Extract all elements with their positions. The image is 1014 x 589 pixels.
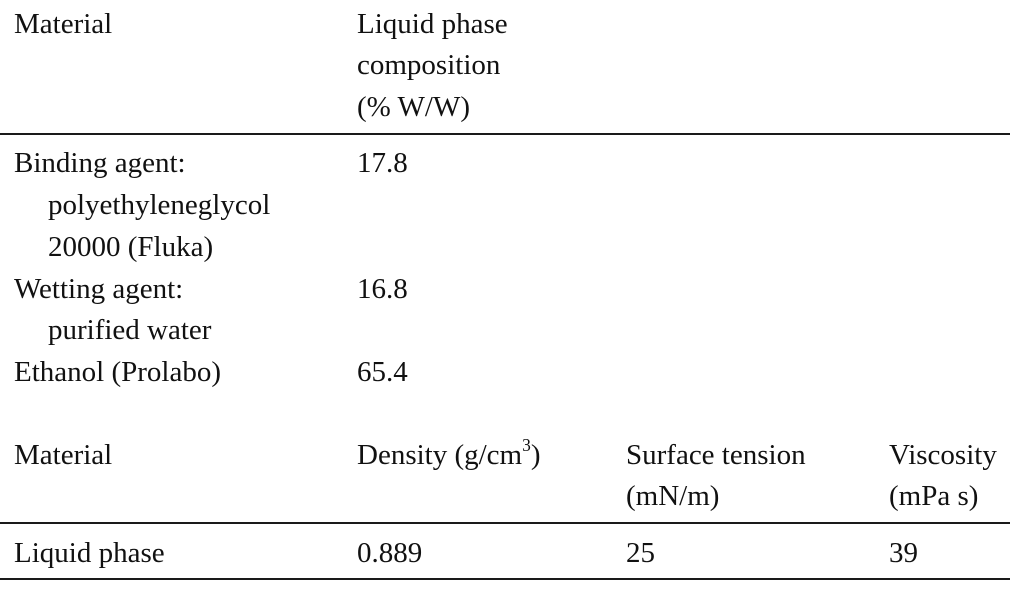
header-composition-line3: (% W/W)	[357, 91, 470, 123]
header-material: Material	[14, 439, 113, 471]
row-material-line3: 20000 (Fluka)	[48, 231, 214, 263]
row-material: Liquid phase	[14, 537, 165, 569]
row-material-line2: purified water	[48, 314, 212, 346]
row-density: 0.889	[357, 537, 423, 569]
row-composition-value: 16.8	[357, 273, 408, 305]
density-exponent: 3	[522, 434, 531, 455]
row-material-line1: Ethanol (Prolabo)	[14, 356, 221, 388]
density-close: )	[530, 439, 541, 471]
row-viscosity: 39	[889, 537, 918, 569]
bottom-rule	[0, 578, 1010, 580]
header-surface-tension-line2: (mN/m)	[626, 480, 720, 512]
header-rule	[0, 522, 1010, 524]
header-viscosity-line2: (mPa s)	[889, 480, 979, 512]
row-surface-tension: 25	[626, 537, 655, 569]
row-composition-value: 65.4	[357, 356, 408, 388]
row-material-line1: Binding agent:	[14, 147, 186, 179]
header-density: Density (g/cm3)	[357, 435, 540, 476]
header-rule	[0, 133, 1010, 135]
row-material-line1: Wetting agent:	[14, 273, 184, 305]
header-composition-line1: Liquid phase	[357, 8, 508, 40]
header-viscosity-line1: Viscosity	[889, 439, 997, 471]
header-surface-tension-line1: Surface tension	[626, 439, 806, 471]
row-composition-value: 17.8	[357, 147, 408, 179]
row-material-line2: polyethyleneglycol	[48, 189, 271, 221]
header-composition-line2: composition	[357, 49, 501, 81]
density-label: Density (g/cm	[357, 439, 523, 471]
header-material: Material	[14, 8, 113, 40]
